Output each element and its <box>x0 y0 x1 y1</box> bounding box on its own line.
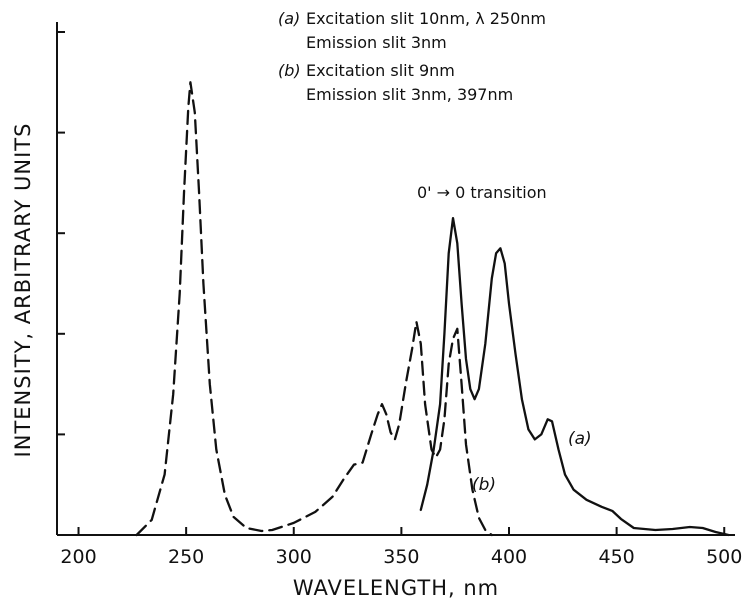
transition-annotation: 0' → 0 transition <box>417 183 547 202</box>
x-tick-label-300: 300 <box>276 546 312 568</box>
x-tick-label-350: 350 <box>383 546 419 568</box>
annotation-b-line2: Emission slit 3nm, 397nm <box>306 85 513 104</box>
annotation-a-line1: Excitation slit 10nm, λ 250nm <box>306 9 546 28</box>
series-line-b <box>135 81 493 537</box>
series-group <box>135 81 730 537</box>
y-axis-title: INTENSITY, ARBITRARY UNITS <box>11 123 35 458</box>
annotation-b-key: (b) <box>278 61 301 80</box>
annotation-b-line1: Excitation slit 9nm <box>306 61 455 80</box>
annotation-a: (a) Excitation slit 10nm, λ 250nm Emissi… <box>278 9 546 52</box>
annotation-b: (b) Excitation slit 9nm Emission slit 3n… <box>278 61 513 104</box>
series-b-label: (b) <box>472 475 496 495</box>
x-tick-label-400: 400 <box>491 546 527 568</box>
series-a-label: (a) <box>568 429 592 449</box>
annotation-a-line2: Emission slit 3nm <box>306 33 447 52</box>
series-line-a <box>419 216 730 537</box>
ticks: 200 250 300 350 400 450 500 <box>57 31 742 568</box>
annotation-a-key: (a) <box>278 9 300 28</box>
x-tick-label-500: 500 <box>706 546 742 568</box>
x-tick-label-250: 250 <box>168 546 204 568</box>
x-tick-label-200: 200 <box>60 546 96 568</box>
x-tick-label-450: 450 <box>598 546 634 568</box>
x-axis-title: WAVELENGTH, nm <box>293 576 499 600</box>
axes <box>56 22 735 536</box>
